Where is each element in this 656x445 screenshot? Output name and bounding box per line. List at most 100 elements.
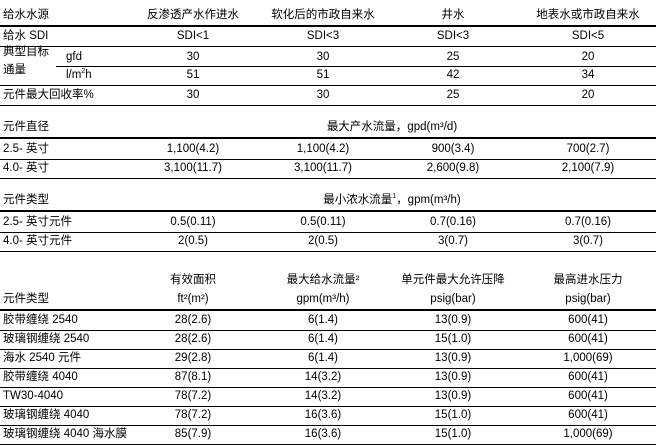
cell: 0.5(0.11) xyxy=(300,216,346,228)
t4-header: 最高进水压力 xyxy=(553,274,623,286)
cell: 3(0.7) xyxy=(572,235,604,247)
cell: 85(7.9) xyxy=(174,428,212,440)
t4-row: 胶带缠绕 4040 87(8.1) 14(3.2) 13(0.9) 600(41) xyxy=(0,368,656,388)
cell: 1,000(69) xyxy=(563,352,613,364)
divider xyxy=(56,66,656,67)
cell: 14(3.2) xyxy=(304,390,342,402)
cell: 1,100(4.2) xyxy=(166,143,220,155)
t4-row: TW30-4040 78(7.2) 14(3.2) 13(0.9) 600(41) xyxy=(0,387,656,407)
t4-row: 胶带缠绕 2540 28(2.6) 6(1.4) 13(0.9) 600(41) xyxy=(0,311,656,331)
cell: 28(2.6) xyxy=(174,333,212,345)
cell: 30 xyxy=(186,89,200,101)
cell: 78(7.2) xyxy=(174,390,212,402)
t3-row: 4.0- 英寸元件 2(0.5) 2(0.5) 3(0.7) 3(0.7) xyxy=(0,232,656,252)
t1-header-col2: 软化后的市政自来水 xyxy=(271,9,375,21)
cell: 2,100(7.9) xyxy=(561,162,615,174)
cell: 13(0.9) xyxy=(434,390,472,402)
row-label: 2.5- 英寸 xyxy=(3,143,50,155)
cell: 30 xyxy=(316,51,330,63)
t1-header-col3: 井水 xyxy=(441,9,465,21)
t4-header-unit-row: 元件类型 ft²(m²) gpm(m³/h) psig(bar) psig(ba… xyxy=(0,290,656,311)
cell: 13(0.9) xyxy=(434,371,472,383)
cell: 0.5(0.11) xyxy=(170,216,216,228)
t3-header-row: 元件类型 最小浓水流量1，gpm(m³/h) xyxy=(0,191,656,212)
t4-unit: psig(bar) xyxy=(430,293,476,305)
cell: 3(0.7) xyxy=(437,235,469,247)
flux-label-1: 典型目标 xyxy=(3,46,49,58)
row-label: 胶带缠绕 2540 xyxy=(3,314,78,326)
cell: 16(3.6) xyxy=(304,428,342,440)
row-label: TW30-4040 xyxy=(3,390,64,402)
t4-unit: ft²(m²) xyxy=(177,293,209,305)
cell: 34 xyxy=(581,69,595,81)
t1-recovery-row: 元件最大回收率% 30 30 25 20 xyxy=(0,86,656,106)
t2-row: 4.0- 英寸 3,100(11.7) 3,100(11.7) 2,600(9.… xyxy=(0,159,656,179)
t4-header: 单元件最大允许压降 xyxy=(401,274,505,286)
cell: 15(1.0) xyxy=(434,428,472,440)
row-label: 玻璃钢缠绕 4040 xyxy=(3,409,90,421)
cell: 600(41) xyxy=(568,409,608,421)
t4-unit: psig(bar) xyxy=(565,293,611,305)
cell: 14(3.2) xyxy=(304,371,342,383)
cell: 600(41) xyxy=(568,333,608,345)
t2-header-title: 最大产水流量，gpd(m³/d) xyxy=(326,121,458,133)
t1-header-col1: 反渗透产水作进水 xyxy=(147,9,239,21)
cell: SDI<1 xyxy=(176,30,210,42)
t2-header-row: 元件直径 最大产水流量，gpd(m³/d) xyxy=(0,118,656,139)
cell: 2,600(9.8) xyxy=(426,162,480,174)
t2-row: 2.5- 英寸 1,100(4.2) 1,100(4.2) 900(3.4) 7… xyxy=(0,140,656,160)
cell: 600(41) xyxy=(568,390,608,402)
cell: SDI<5 xyxy=(571,30,605,42)
t4-row: 玻璃钢缠绕 2540 28(2.6) 6(1.4) 15(1.0) 600(41) xyxy=(0,330,656,350)
cell: 900(3.4) xyxy=(431,143,475,155)
row-label: 4.0- 英寸 xyxy=(3,162,50,174)
gfd-unit: gfd xyxy=(66,51,82,63)
cell: 13(0.9) xyxy=(434,314,472,326)
cell: 1,000(69) xyxy=(563,428,613,440)
row-label: 胶带缠绕 4040 xyxy=(3,371,78,383)
cell: SDI<3 xyxy=(436,30,470,42)
cell: 15(1.0) xyxy=(434,333,472,345)
cell: 700(2.7) xyxy=(566,143,610,155)
cell: 25 xyxy=(446,89,460,101)
cell: 6(1.4) xyxy=(307,352,339,364)
cell: 0.7(0.16) xyxy=(564,216,612,228)
cell: 20 xyxy=(581,51,595,63)
t4-header-label: 元件类型 xyxy=(3,293,49,305)
cell: 25 xyxy=(446,51,460,63)
cell: SDI<3 xyxy=(306,30,340,42)
cell: 20 xyxy=(581,89,595,101)
sdi-label: 给水 SDI xyxy=(3,30,49,42)
t3-header-title: 最小浓水流量1，gpm(m³/h) xyxy=(323,193,461,206)
t3-header-label: 元件类型 xyxy=(3,194,49,206)
cell: 87(8.1) xyxy=(174,371,212,383)
cell: 6(1.4) xyxy=(307,333,339,345)
cell: 13(0.9) xyxy=(434,352,472,364)
recovery-label: 元件最大回收率% xyxy=(3,89,94,101)
t4-header: 最大给水流量² xyxy=(286,274,360,286)
t4-row: 海水 2540 元件 29(2.8) 6(1.4) 13(0.9) 1,000(69) xyxy=(0,349,656,369)
t4-unit: gpm(m³/h) xyxy=(296,293,350,305)
cell: 30 xyxy=(186,51,200,63)
cell: 30 xyxy=(316,89,330,101)
cell: 3,100(11.7) xyxy=(294,162,352,174)
row-label: 玻璃钢缠绕 4040 海水膜 xyxy=(3,428,127,440)
cell: 51 xyxy=(186,69,200,81)
cell: 2(0.5) xyxy=(177,235,209,247)
cell: 16(3.6) xyxy=(304,409,342,421)
t1-header-col4: 地表水或市政自来水 xyxy=(536,9,640,21)
row-label: 玻璃钢缠绕 2540 xyxy=(3,333,90,345)
t3-row: 2.5- 英寸元件 0.5(0.11) 0.5(0.11) 0.7(0.16) … xyxy=(0,213,656,233)
flux-label-2: 通量 xyxy=(3,64,26,76)
t4-header-top-row: 有效面积 最大给水流量² 单元件最大允许压降 最高进水压力 xyxy=(0,271,656,290)
cell: 29(2.8) xyxy=(174,352,212,364)
cell: 3,100(11.7) xyxy=(164,162,222,174)
t4-row: 玻璃钢缠绕 4040 海水膜 85(7.9) 16(3.6) 15(1.0) 1,000… xyxy=(0,425,656,445)
row-label: 海水 2540 元件 xyxy=(3,352,81,364)
t1-header-label: 给水水源 xyxy=(3,9,49,21)
t1-sdi-row: 给水 SDI SDI<1 SDI<3 SDI<3 SDI<5 xyxy=(0,27,656,47)
cell: 600(41) xyxy=(568,314,608,326)
cell: 15(1.0) xyxy=(434,409,472,421)
cell: 600(41) xyxy=(568,371,608,383)
